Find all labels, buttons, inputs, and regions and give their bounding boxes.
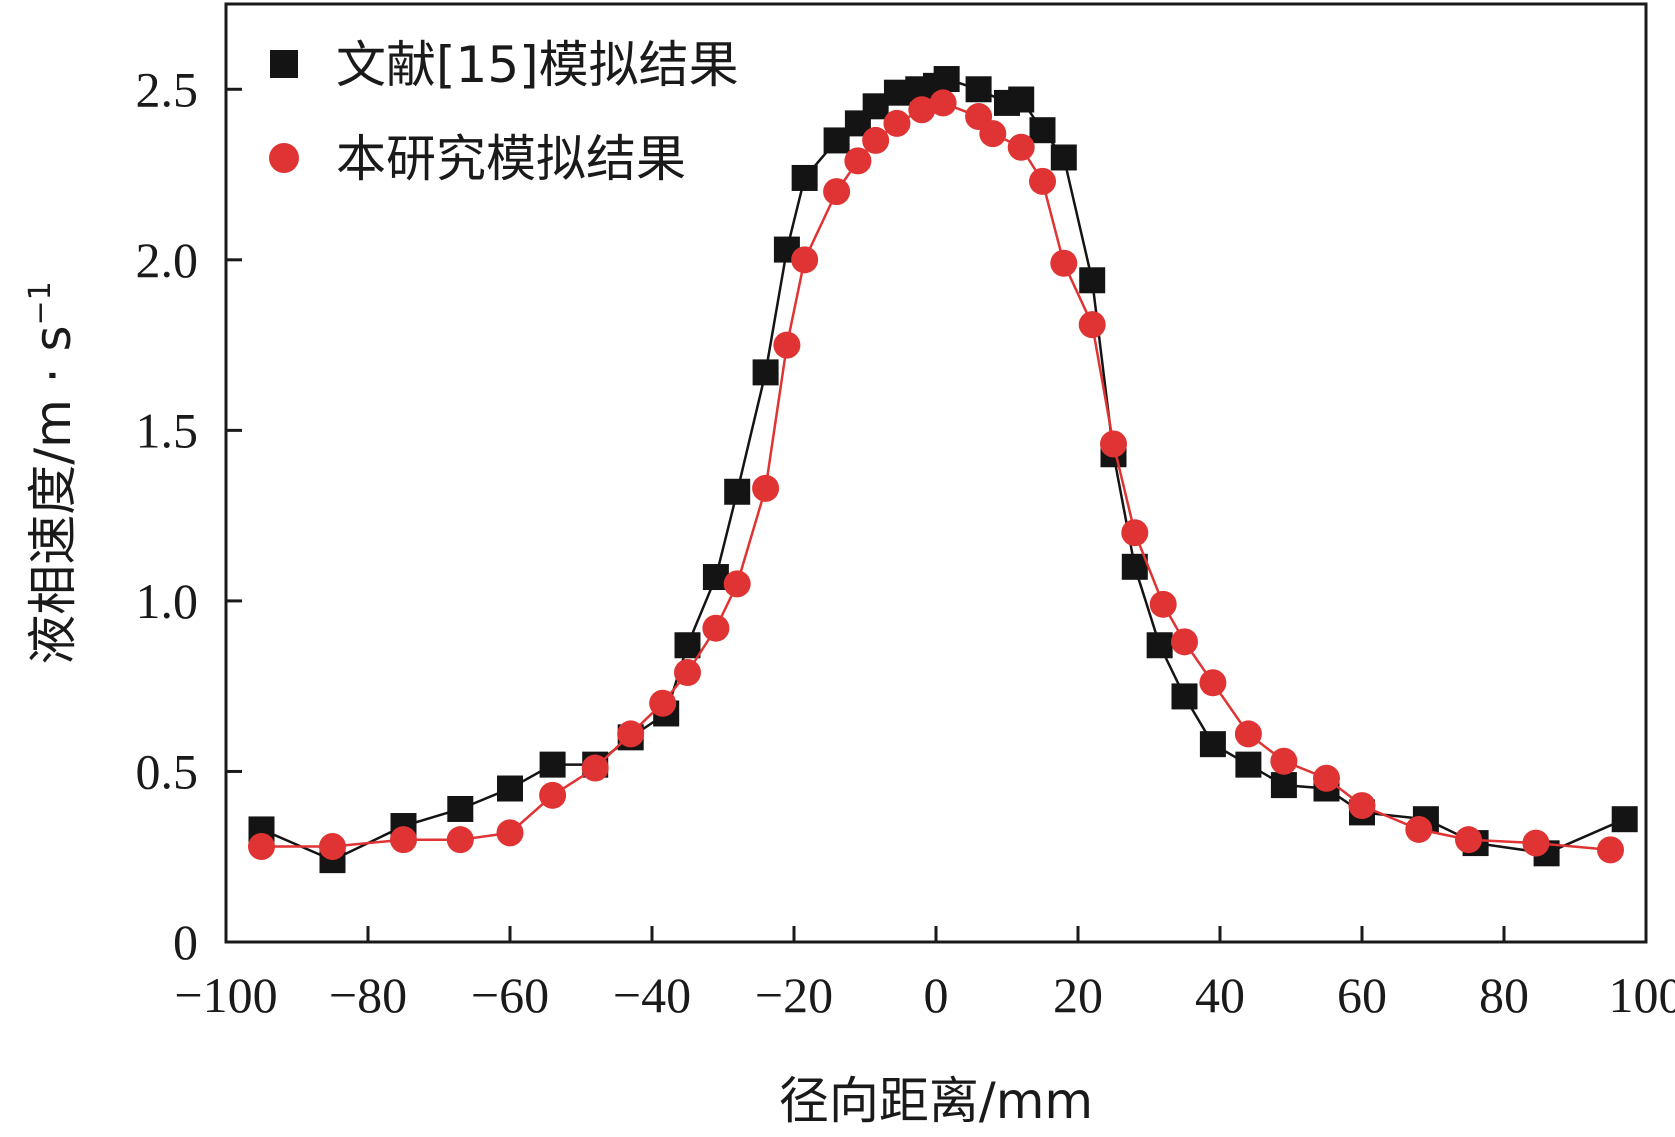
series-2-point <box>649 689 677 717</box>
series-layer <box>248 66 1638 874</box>
series-1-point <box>1121 553 1148 580</box>
y-axis-title-superscript: −1 <box>23 281 58 325</box>
series-2-point <box>1149 590 1177 618</box>
series-2-point <box>1007 133 1035 161</box>
series-1-point <box>1171 683 1198 710</box>
y-axis-title: 液相速度/m · s−1 <box>23 281 82 665</box>
series-2-point <box>1313 764 1340 792</box>
x-axis-title: 径向距离/mm <box>779 1072 1093 1130</box>
series-2-point <box>1121 519 1149 547</box>
series-1-point <box>965 76 992 103</box>
x-tick-label: 60 <box>1337 967 1387 1023</box>
legend-label: 本研究模拟结果 <box>336 130 686 188</box>
series-1-point <box>1029 117 1056 144</box>
series-1-point <box>1008 86 1035 113</box>
x-tick-label: 20 <box>1053 967 1103 1023</box>
series-2-point <box>1199 669 1227 697</box>
series-2-point <box>844 147 872 175</box>
series-2-point <box>617 720 645 748</box>
series-1-point <box>497 775 523 802</box>
series-2-point <box>908 96 936 124</box>
series-2-point <box>248 832 275 860</box>
series-2-point <box>1597 836 1624 864</box>
y-tick-label: 0.5 <box>136 743 199 799</box>
y-tick-label: 2.0 <box>136 232 199 288</box>
series-1-point <box>1270 772 1297 799</box>
series-1-point <box>1199 731 1226 758</box>
series-2-point <box>539 781 567 809</box>
x-tick-label: 100 <box>1609 967 1675 1023</box>
series-2-point <box>446 826 474 854</box>
legend-marker-square <box>270 50 298 78</box>
series-line-1 <box>261 77 1626 862</box>
series-1-point <box>1050 144 1077 171</box>
x-tick-label: −20 <box>755 967 833 1023</box>
x-tick-label: 40 <box>1195 967 1245 1023</box>
series-1-point <box>791 164 818 191</box>
y-tick-label: 1.5 <box>136 402 199 458</box>
series-2-point <box>723 570 751 598</box>
series-2-point <box>823 178 851 206</box>
series-2-point <box>929 89 957 117</box>
series-line-2 <box>261 101 1611 852</box>
series-2-point <box>1078 311 1106 339</box>
series-1-point <box>447 795 474 822</box>
series-2-point <box>390 826 417 854</box>
series-2-point <box>1100 430 1127 458</box>
series-1-point <box>1235 751 1262 778</box>
series-2-point <box>862 126 890 154</box>
series-2-point <box>674 659 701 687</box>
y-tick-label: 1.0 <box>136 573 199 629</box>
x-axis: −100 −80 −60 −40 −20 0 20 40 60 80 100 <box>174 926 1675 1023</box>
series-2-point <box>581 754 609 782</box>
series-2-point <box>1405 815 1433 843</box>
y-axis-title-main: 液相速度/m · s <box>24 325 82 664</box>
x-tick-label: 0 <box>924 967 949 1023</box>
series-1-point <box>1146 632 1173 659</box>
series-2-point <box>1234 720 1262 748</box>
x-tick-label: −80 <box>329 967 407 1023</box>
x-tick-label: −40 <box>613 967 691 1023</box>
series-2-point <box>1050 249 1078 277</box>
legend-label: 文献[15]模拟结果 <box>336 36 739 94</box>
series-1-point <box>933 66 960 93</box>
series-1-point <box>724 478 751 505</box>
series-2-point <box>702 614 730 642</box>
series-1-point <box>752 359 779 386</box>
series-1-point <box>539 751 566 778</box>
series-2-point <box>791 246 819 274</box>
y-axis: 0 0.5 1.0 1.5 2.0 2.5 <box>136 61 242 970</box>
series-2-point <box>883 109 911 137</box>
series-1-point <box>1079 267 1106 294</box>
series-1-point <box>1611 806 1638 833</box>
series-2-point <box>773 331 801 359</box>
series-2-point <box>1522 829 1550 857</box>
series-2-point <box>752 474 780 502</box>
y-tick-label: 2.5 <box>136 61 199 117</box>
x-tick-label: −60 <box>471 967 549 1023</box>
series-2-point <box>1348 792 1376 820</box>
series-2-point <box>1455 826 1482 854</box>
x-tick-label: 80 <box>1479 967 1529 1023</box>
series-2-point <box>1029 167 1056 195</box>
series-2-point <box>979 120 1007 148</box>
series-2-point <box>1270 747 1298 775</box>
x-tick-label: −100 <box>174 967 277 1023</box>
series-2-point <box>319 832 346 860</box>
series-1-point <box>674 632 701 659</box>
legend-marker-circle <box>269 143 299 173</box>
series-2-point <box>1171 628 1198 656</box>
series-2-point <box>496 819 524 847</box>
y-tick-label: 0 <box>173 914 198 970</box>
